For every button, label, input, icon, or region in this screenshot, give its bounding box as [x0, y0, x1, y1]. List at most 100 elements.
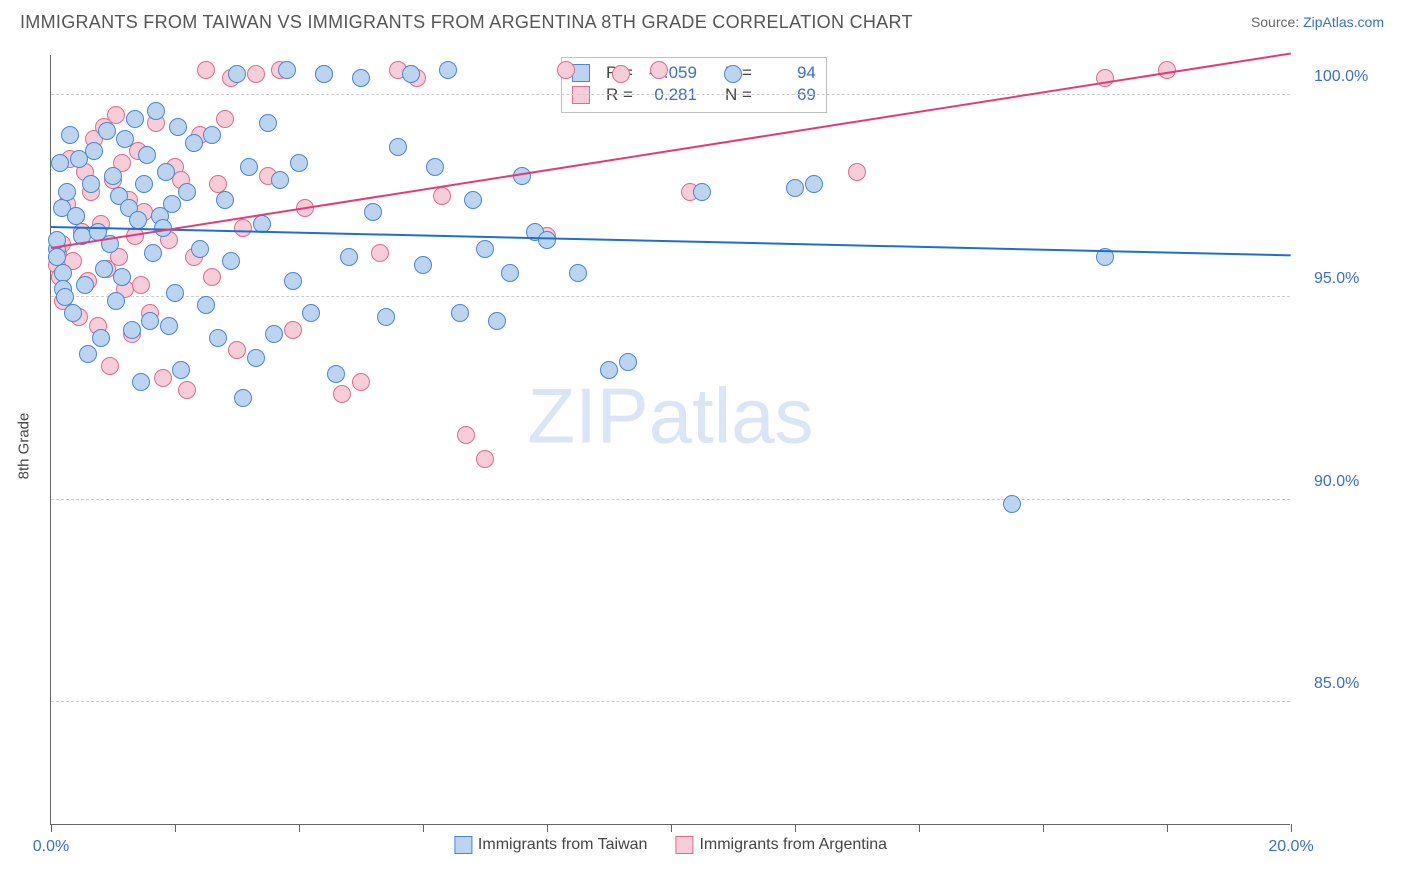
scatter-point-taiwan [163, 195, 181, 213]
scatter-point-taiwan [172, 361, 190, 379]
scatter-point-taiwan [315, 65, 333, 83]
stats-row-taiwan: R = -0.059 N = 94 [572, 62, 816, 84]
scatter-point-taiwan [147, 102, 165, 120]
scatter-point-taiwan [144, 244, 162, 262]
scatter-point-taiwan [138, 146, 156, 164]
stats-row-argentina: R = 0.281 N = 69 [572, 84, 816, 106]
scatter-point-taiwan [476, 240, 494, 258]
scatter-point-argentina [848, 163, 866, 181]
scatter-point-argentina [178, 381, 196, 399]
swatch-argentina [572, 86, 590, 104]
scatter-point-taiwan [234, 389, 252, 407]
scatter-point-taiwan [116, 130, 134, 148]
scatter-point-taiwan [160, 317, 178, 335]
scatter-point-taiwan [724, 65, 742, 83]
scatter-point-taiwan [98, 122, 116, 140]
legend-label-argentina: Immigrants from Argentina [699, 836, 887, 853]
scatter-point-taiwan [92, 329, 110, 347]
scatter-point-taiwan [619, 353, 637, 371]
legend-item-taiwan: Immigrants from Taiwan [454, 836, 648, 854]
scatter-point-taiwan [786, 179, 804, 197]
scatter-point-taiwan [129, 211, 147, 229]
scatter-point-taiwan [216, 191, 234, 209]
gridline-h [51, 296, 1290, 297]
scatter-point-taiwan [132, 373, 150, 391]
scatter-point-taiwan [290, 154, 308, 172]
scatter-point-argentina [352, 373, 370, 391]
watermark-atlas: atlas [649, 372, 814, 460]
scatter-point-argentina [197, 61, 215, 79]
scatter-point-taiwan [414, 256, 432, 274]
scatter-point-taiwan [451, 304, 469, 322]
swatch-taiwan-icon [454, 836, 472, 854]
scatter-point-taiwan [538, 231, 556, 249]
scatter-point-taiwan [377, 308, 395, 326]
scatter-point-argentina [154, 369, 172, 387]
scatter-point-taiwan [82, 175, 100, 193]
scatter-point-taiwan [284, 272, 302, 290]
scatter-point-taiwan [104, 167, 122, 185]
bottom-legend: Immigrants from Taiwan Immigrants from A… [454, 836, 887, 854]
scatter-point-argentina [107, 106, 125, 124]
scatter-point-taiwan [135, 175, 153, 193]
scatter-point-taiwan [113, 268, 131, 286]
scatter-point-taiwan [95, 260, 113, 278]
n-value-taiwan: 94 [762, 63, 816, 83]
source-link[interactable]: ZipAtlas.com [1303, 14, 1384, 30]
xtick-mark [1167, 824, 1168, 832]
scatter-point-taiwan [79, 345, 97, 363]
n-label: N = [725, 85, 752, 105]
scatter-point-taiwan [85, 142, 103, 160]
scatter-point-argentina [457, 426, 475, 444]
ytick-label: 90.0% [1314, 473, 1359, 491]
xtick-mark [671, 824, 672, 832]
gridline-h [51, 94, 1290, 95]
scatter-point-taiwan [157, 163, 175, 181]
scatter-point-argentina [203, 268, 221, 286]
n-value-argentina: 69 [762, 85, 816, 105]
scatter-point-taiwan [265, 325, 283, 343]
gridline-h [51, 701, 1290, 702]
source-label: Source: [1251, 14, 1303, 30]
r-value-argentina: 0.281 [643, 85, 697, 105]
watermark-zip: ZIP [527, 372, 648, 460]
scatter-point-taiwan [693, 183, 711, 201]
scatter-point-argentina [234, 219, 252, 237]
ytick-label: 100.0% [1314, 68, 1368, 86]
scatter-point-argentina [557, 61, 575, 79]
scatter-point-argentina [216, 110, 234, 128]
r-label: R = [606, 85, 633, 105]
scatter-point-taiwan [464, 191, 482, 209]
scatter-point-taiwan [259, 114, 277, 132]
scatter-point-taiwan [327, 365, 345, 383]
xtick-mark [175, 824, 176, 832]
chart-title: IMMIGRANTS FROM TAIWAN VS IMMIGRANTS FRO… [20, 12, 913, 33]
scatter-point-taiwan [76, 276, 94, 294]
gridline-h [51, 499, 1290, 500]
scatter-point-taiwan [278, 61, 296, 79]
scatter-point-taiwan [1003, 495, 1021, 513]
scatter-point-taiwan [501, 264, 519, 282]
swatch-argentina-icon [675, 836, 693, 854]
watermark: ZIPatlas [527, 371, 813, 462]
scatter-point-taiwan [302, 304, 320, 322]
scatter-point-taiwan [271, 171, 289, 189]
scatter-point-taiwan [67, 207, 85, 225]
scatter-point-argentina [247, 65, 265, 83]
scatter-point-taiwan [805, 175, 823, 193]
scatter-point-taiwan [197, 296, 215, 314]
xtick-mark [299, 824, 300, 832]
legend-label-taiwan: Immigrants from Taiwan [478, 836, 648, 853]
scatter-point-taiwan [61, 126, 79, 144]
scatter-point-taiwan [123, 321, 141, 339]
scatter-point-taiwan [107, 292, 125, 310]
scatter-point-taiwan [352, 69, 370, 87]
ytick-label: 95.0% [1314, 270, 1359, 288]
scatter-point-taiwan [169, 118, 187, 136]
scatter-point-taiwan [64, 304, 82, 322]
scatter-point-taiwan [439, 61, 457, 79]
scatter-point-taiwan [191, 240, 209, 258]
scatter-point-argentina [101, 357, 119, 375]
scatter-point-argentina [433, 187, 451, 205]
xtick-mark [547, 824, 548, 832]
